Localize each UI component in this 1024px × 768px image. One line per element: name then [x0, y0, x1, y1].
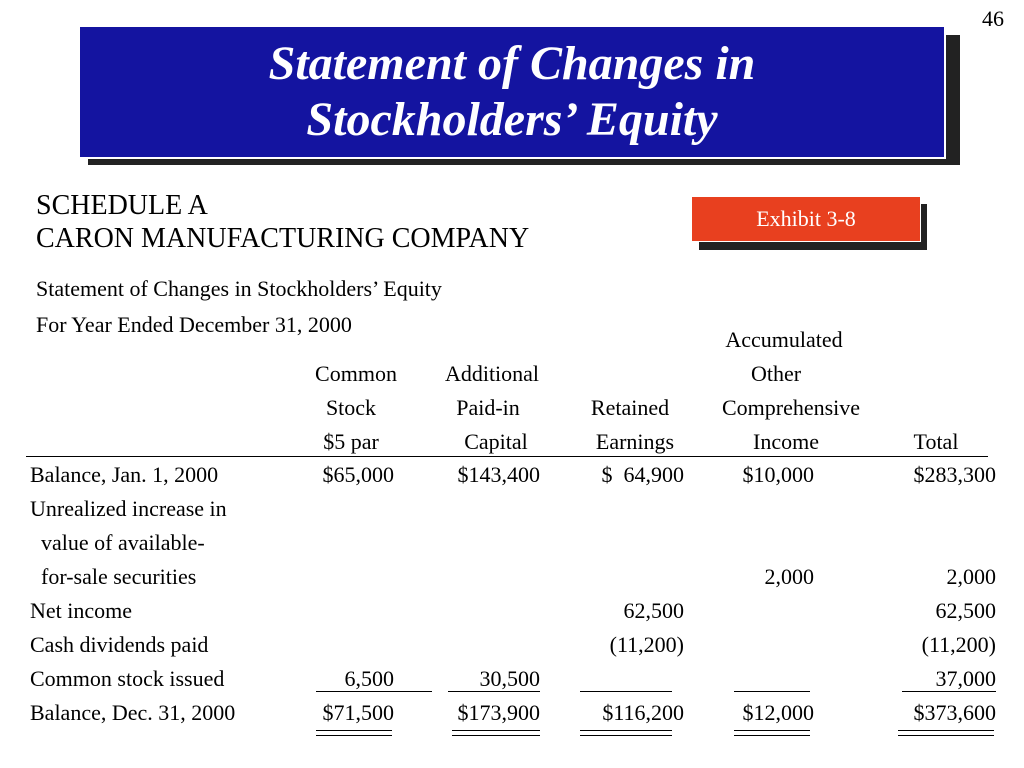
- row-label: Balance, Dec. 31, 2000: [30, 700, 236, 725]
- column-header-line3: Stock: [325, 395, 377, 420]
- statement-title: Statement of Changes in Stockholders’ Eq…: [36, 276, 442, 301]
- column-header-line3: Retained: [590, 395, 670, 420]
- schedule-label: SCHEDULE A: [36, 190, 208, 221]
- column-header-line2: Additional: [444, 361, 540, 386]
- cell-total: 62,500: [935, 598, 997, 623]
- cell-retained-earnings: (11,200): [609, 632, 684, 657]
- cell-common-stock: $65,000: [322, 462, 395, 487]
- row-label: Net income: [30, 598, 133, 623]
- cell-retained-earnings: $ 64,900: [601, 462, 685, 487]
- column-header-line2: Other: [750, 361, 802, 386]
- row-label: value of available-: [30, 530, 205, 555]
- company-name: CARON MANUFACTURING COMPANY: [36, 223, 530, 254]
- total-double-rule: [580, 730, 672, 731]
- subtotal-rule: [902, 691, 996, 692]
- cell-retained-earnings: 62,500: [623, 598, 685, 623]
- column-header-line3: Paid-in: [456, 395, 520, 420]
- column-header-line4: Capital: [464, 429, 528, 454]
- cell-total: $283,300: [913, 462, 997, 487]
- column-header-line4: Earnings: [595, 429, 675, 454]
- total-double-rule: [734, 735, 810, 736]
- cell-common-stock: $71,500: [322, 700, 395, 725]
- header-rule: [26, 456, 988, 457]
- cell-retained-earnings: $116,200: [602, 700, 684, 725]
- title-banner: Statement of Changes in Stockholders’ Eq…: [78, 25, 946, 159]
- total-double-rule: [452, 735, 540, 736]
- row-label: Cash dividends paid: [30, 632, 209, 657]
- column-header-line1: Accumulated: [725, 327, 843, 352]
- cell-aoci: $12,000: [742, 700, 815, 725]
- subtotal-rule: [316, 691, 432, 692]
- subtotal-rule: [734, 691, 810, 692]
- cell-total: 2,000: [946, 564, 997, 589]
- cell-aoci: 2,000: [764, 564, 815, 589]
- exhibit-badge: Exhibit 3-8: [691, 196, 921, 242]
- total-double-rule: [316, 735, 392, 736]
- column-header-line4: $5 par: [323, 429, 379, 454]
- total-double-rule: [580, 735, 672, 736]
- total-double-rule: [316, 730, 392, 731]
- subtotal-rule: [448, 691, 540, 692]
- total-double-rule: [734, 730, 810, 731]
- cell-paid-in-capital: $143,400: [457, 462, 541, 487]
- total-double-rule: [898, 730, 994, 731]
- cell-paid-in-capital: $173,900: [457, 700, 541, 725]
- row-label: Unrealized increase in: [30, 496, 227, 521]
- row-label: Common stock issued: [30, 666, 225, 691]
- row-label: for-sale securities: [30, 564, 197, 589]
- column-header-line4: Total: [913, 429, 959, 454]
- statement-period: For Year Ended December 31, 2000: [36, 312, 352, 337]
- column-header-line3: Comprehensive: [721, 395, 861, 420]
- cell-total: (11,200): [921, 632, 996, 657]
- row-label: Balance, Jan. 1, 2000: [30, 462, 219, 487]
- total-double-rule: [452, 730, 540, 731]
- subtotal-rule: [580, 691, 672, 692]
- slide-number: 46: [982, 6, 1004, 31]
- cell-total: $373,600: [913, 700, 997, 725]
- cell-paid-in-capital: 30,500: [479, 666, 541, 691]
- cell-common-stock: 6,500: [344, 666, 395, 691]
- title-line-2: Stockholders’ Equity: [306, 93, 718, 146]
- cell-total: 37,000: [935, 666, 997, 691]
- total-double-rule: [898, 735, 994, 736]
- title-line-1: Statement of Changes in: [268, 37, 756, 90]
- cell-aoci: $10,000: [742, 462, 815, 487]
- column-header-line4: Income: [753, 429, 819, 454]
- column-header-line2: Common: [315, 361, 397, 386]
